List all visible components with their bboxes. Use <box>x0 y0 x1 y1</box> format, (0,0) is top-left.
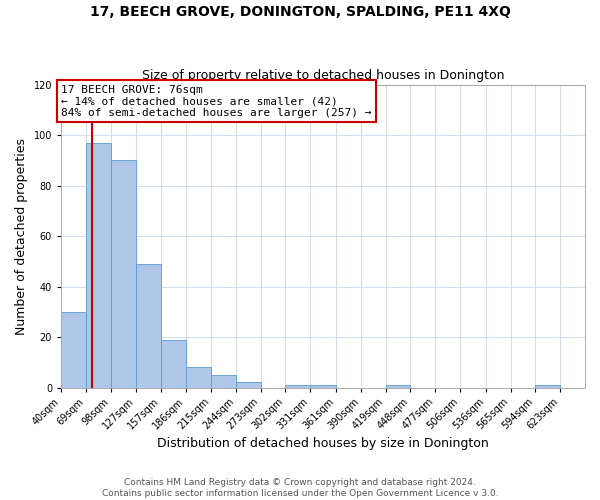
X-axis label: Distribution of detached houses by size in Donington: Distribution of detached houses by size … <box>157 437 489 450</box>
Bar <box>310 385 336 388</box>
Bar <box>386 385 410 388</box>
Title: Size of property relative to detached houses in Donington: Size of property relative to detached ho… <box>142 69 504 82</box>
Bar <box>236 382 260 388</box>
Bar <box>186 368 211 388</box>
Text: 17 BEECH GROVE: 76sqm
← 14% of detached houses are smaller (42)
84% of semi-deta: 17 BEECH GROVE: 76sqm ← 14% of detached … <box>61 84 371 118</box>
Bar <box>111 160 136 388</box>
Bar <box>161 340 186 388</box>
Y-axis label: Number of detached properties: Number of detached properties <box>15 138 28 334</box>
Bar <box>136 264 161 388</box>
Bar <box>61 312 86 388</box>
Bar <box>286 385 310 388</box>
Bar <box>86 142 111 388</box>
Text: Contains HM Land Registry data © Crown copyright and database right 2024.
Contai: Contains HM Land Registry data © Crown c… <box>101 478 499 498</box>
Bar <box>211 375 236 388</box>
Bar <box>535 385 560 388</box>
Text: 17, BEECH GROVE, DONINGTON, SPALDING, PE11 4XQ: 17, BEECH GROVE, DONINGTON, SPALDING, PE… <box>89 5 511 19</box>
